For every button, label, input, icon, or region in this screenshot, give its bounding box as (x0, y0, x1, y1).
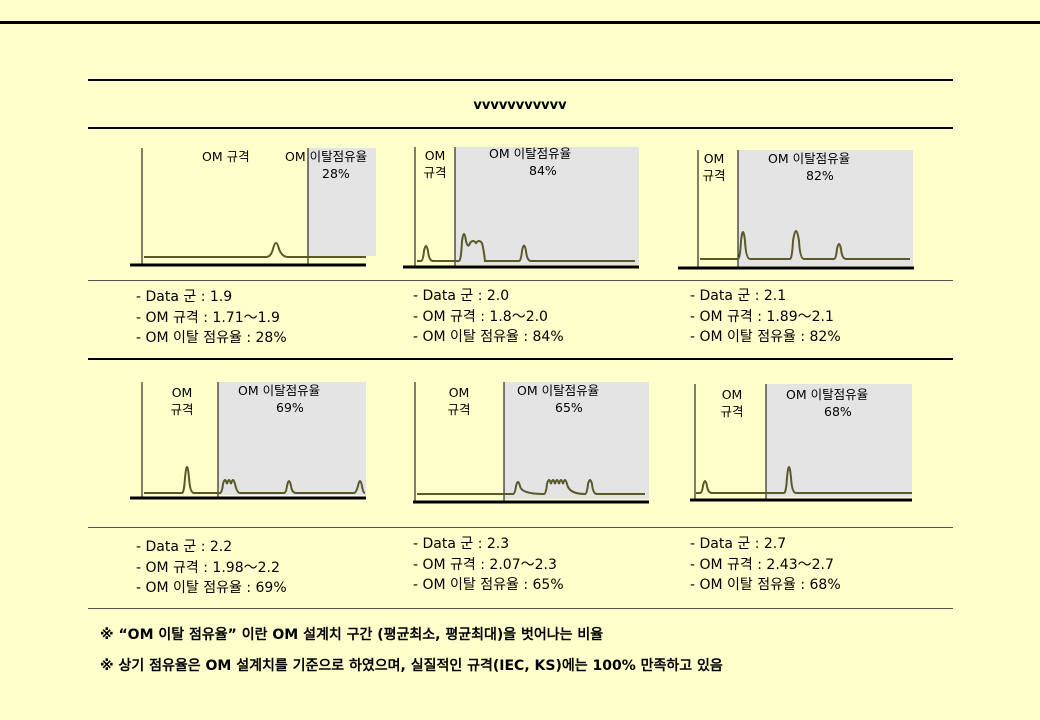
histogram-panel-3: OM 규격 OM 이탈점유율 82% (678, 145, 938, 270)
stat-om-spec: - OM 규격 : 1.98～2.2 (136, 559, 280, 576)
deviation-label: OM 이탈점유율 (768, 151, 851, 166)
distribution-curve (417, 233, 635, 262)
stat-om-deviation: - OM 이탈 점유율 : 65% (413, 577, 564, 593)
distribution-curve (144, 242, 366, 258)
stat-om-deviation: - OM 이탈 점유율 : 68% (690, 577, 841, 593)
stat-om-spec: - OM 규격 : 2.43～2.7 (690, 556, 834, 573)
table-top-rule (88, 79, 953, 81)
stat-om-spec: - OM 규격 : 1.89～2.1 (690, 308, 834, 325)
deviation-zone (308, 148, 376, 256)
stat-om-spec: - OM 규격 : 1.71～1.9 (136, 309, 280, 326)
spec-label: OM 규격 (447, 385, 471, 417)
stat-om-deviation: - OM 이탈 점유율 : 84% (413, 329, 564, 345)
spec-label: OM 규격 (170, 385, 194, 417)
row-separator (88, 358, 953, 360)
stat-om-spec: - OM 규격 : 2.07～2.3 (413, 556, 557, 573)
stats-panel-5: - Data 군 : 2.3 - OM 규격 : 2.07～2.3 - OM 이… (413, 534, 564, 596)
deviation-percent: 84% (529, 163, 557, 178)
row1-chart-divider (88, 280, 953, 281)
footnote-standard: ※ 상기 점유율은 OM 설계치를 기준으로 하였으며, 실질적인 규격(IEC… (100, 658, 723, 674)
distribution-curve (417, 479, 645, 496)
table-title: vvvvvvvvvvv (473, 98, 567, 113)
stat-om-deviation: - OM 이탈 점유율 : 28% (136, 330, 287, 346)
stat-om-deviation: - OM 이탈 점유율 : 82% (690, 329, 841, 345)
deviation-label: OM 이탈점유율 (285, 149, 368, 164)
stat-om-deviation: - OM 이탈 점유율 : 69% (136, 580, 287, 596)
footnote-definition: ※ “OM 이탈 점유율” 이란 OM 설계치 구간 (평균최소, 평균최대)을… (100, 627, 604, 643)
stat-data-group: - Data 군 : 2.2 (136, 539, 233, 555)
distribution-curve (696, 466, 912, 494)
histogram-graph (130, 148, 366, 267)
top-divider (0, 21, 1040, 24)
stat-data-group: - Data 군 : 2.3 (413, 536, 510, 552)
histogram-graph (678, 150, 914, 270)
stats-panel-2: - Data 군 : 2.0 - OM 규격 : 1.8～2.0 - OM 이탈… (413, 286, 564, 348)
stat-data-group: - Data 군 : 2.1 (690, 288, 787, 304)
deviation-zone (455, 147, 639, 265)
histogram-panel-1: OM 규격 OM 이탈점유율 28% (130, 145, 380, 270)
stat-om-spec: - OM 규격 : 1.8～2.0 (413, 308, 548, 325)
deviation-percent: 69% (276, 400, 304, 415)
stats-panel-3: - Data 군 : 2.1 - OM 규격 : 1.89～2.1 - OM 이… (690, 286, 841, 348)
deviation-label: OM 이탈점유율 (489, 146, 572, 161)
deviation-percent: 28% (322, 166, 350, 181)
deviation-percent: 68% (824, 404, 852, 419)
stats-panel-1: - Data 군 : 1.9 - OM 규격 : 1.71～1.9 - OM 이… (136, 287, 287, 349)
histogram-panel-5: OM 규격 OM 이탈점유율 65% (413, 382, 653, 507)
header-rule (88, 127, 953, 129)
deviation-label: OM 이탈점유율 (238, 383, 321, 398)
stat-data-group: - Data 군 : 2.0 (413, 288, 510, 304)
deviation-label: OM 이탈점유율 (517, 383, 600, 398)
spec-label: OM 규격 (702, 151, 726, 183)
histogram-graph (403, 147, 639, 269)
stat-data-group: - Data 군 : 1.9 (136, 289, 233, 305)
table-bottom-rule (88, 608, 953, 609)
histogram-graph (413, 382, 649, 504)
deviation-zone (218, 382, 366, 495)
deviation-label: OM 이탈점유율 (786, 387, 869, 402)
deviation-zone (738, 150, 913, 266)
histogram-panel-4: OM 규격 OM 이탈점유율 69% (130, 382, 380, 507)
distribution-curve (700, 230, 910, 260)
deviation-percent: 82% (806, 168, 834, 183)
histogram-panel-6: OM 규격 OM 이탈점유율 68% (690, 382, 940, 507)
stat-data-group: - Data 군 : 2.7 (690, 536, 787, 552)
deviation-percent: 65% (555, 400, 583, 415)
histogram-graph (130, 382, 366, 500)
histogram-graph (690, 384, 912, 502)
spec-label: OM 규격 (423, 148, 447, 180)
histogram-panel-2: OM 규격 OM 이탈점유율 84% (403, 145, 643, 270)
spec-label: OM 규격 (720, 387, 744, 419)
stats-panel-4: - Data 군 : 2.2 - OM 규격 : 1.98～2.2 - OM 이… (136, 537, 287, 599)
distribution-curve (144, 466, 366, 494)
spec-label: OM 규격 (202, 149, 250, 164)
row2-chart-divider (88, 527, 953, 528)
deviation-zone (504, 382, 649, 499)
stats-panel-6: - Data 군 : 2.7 - OM 규격 : 2.43～2.7 - OM 이… (690, 534, 841, 596)
